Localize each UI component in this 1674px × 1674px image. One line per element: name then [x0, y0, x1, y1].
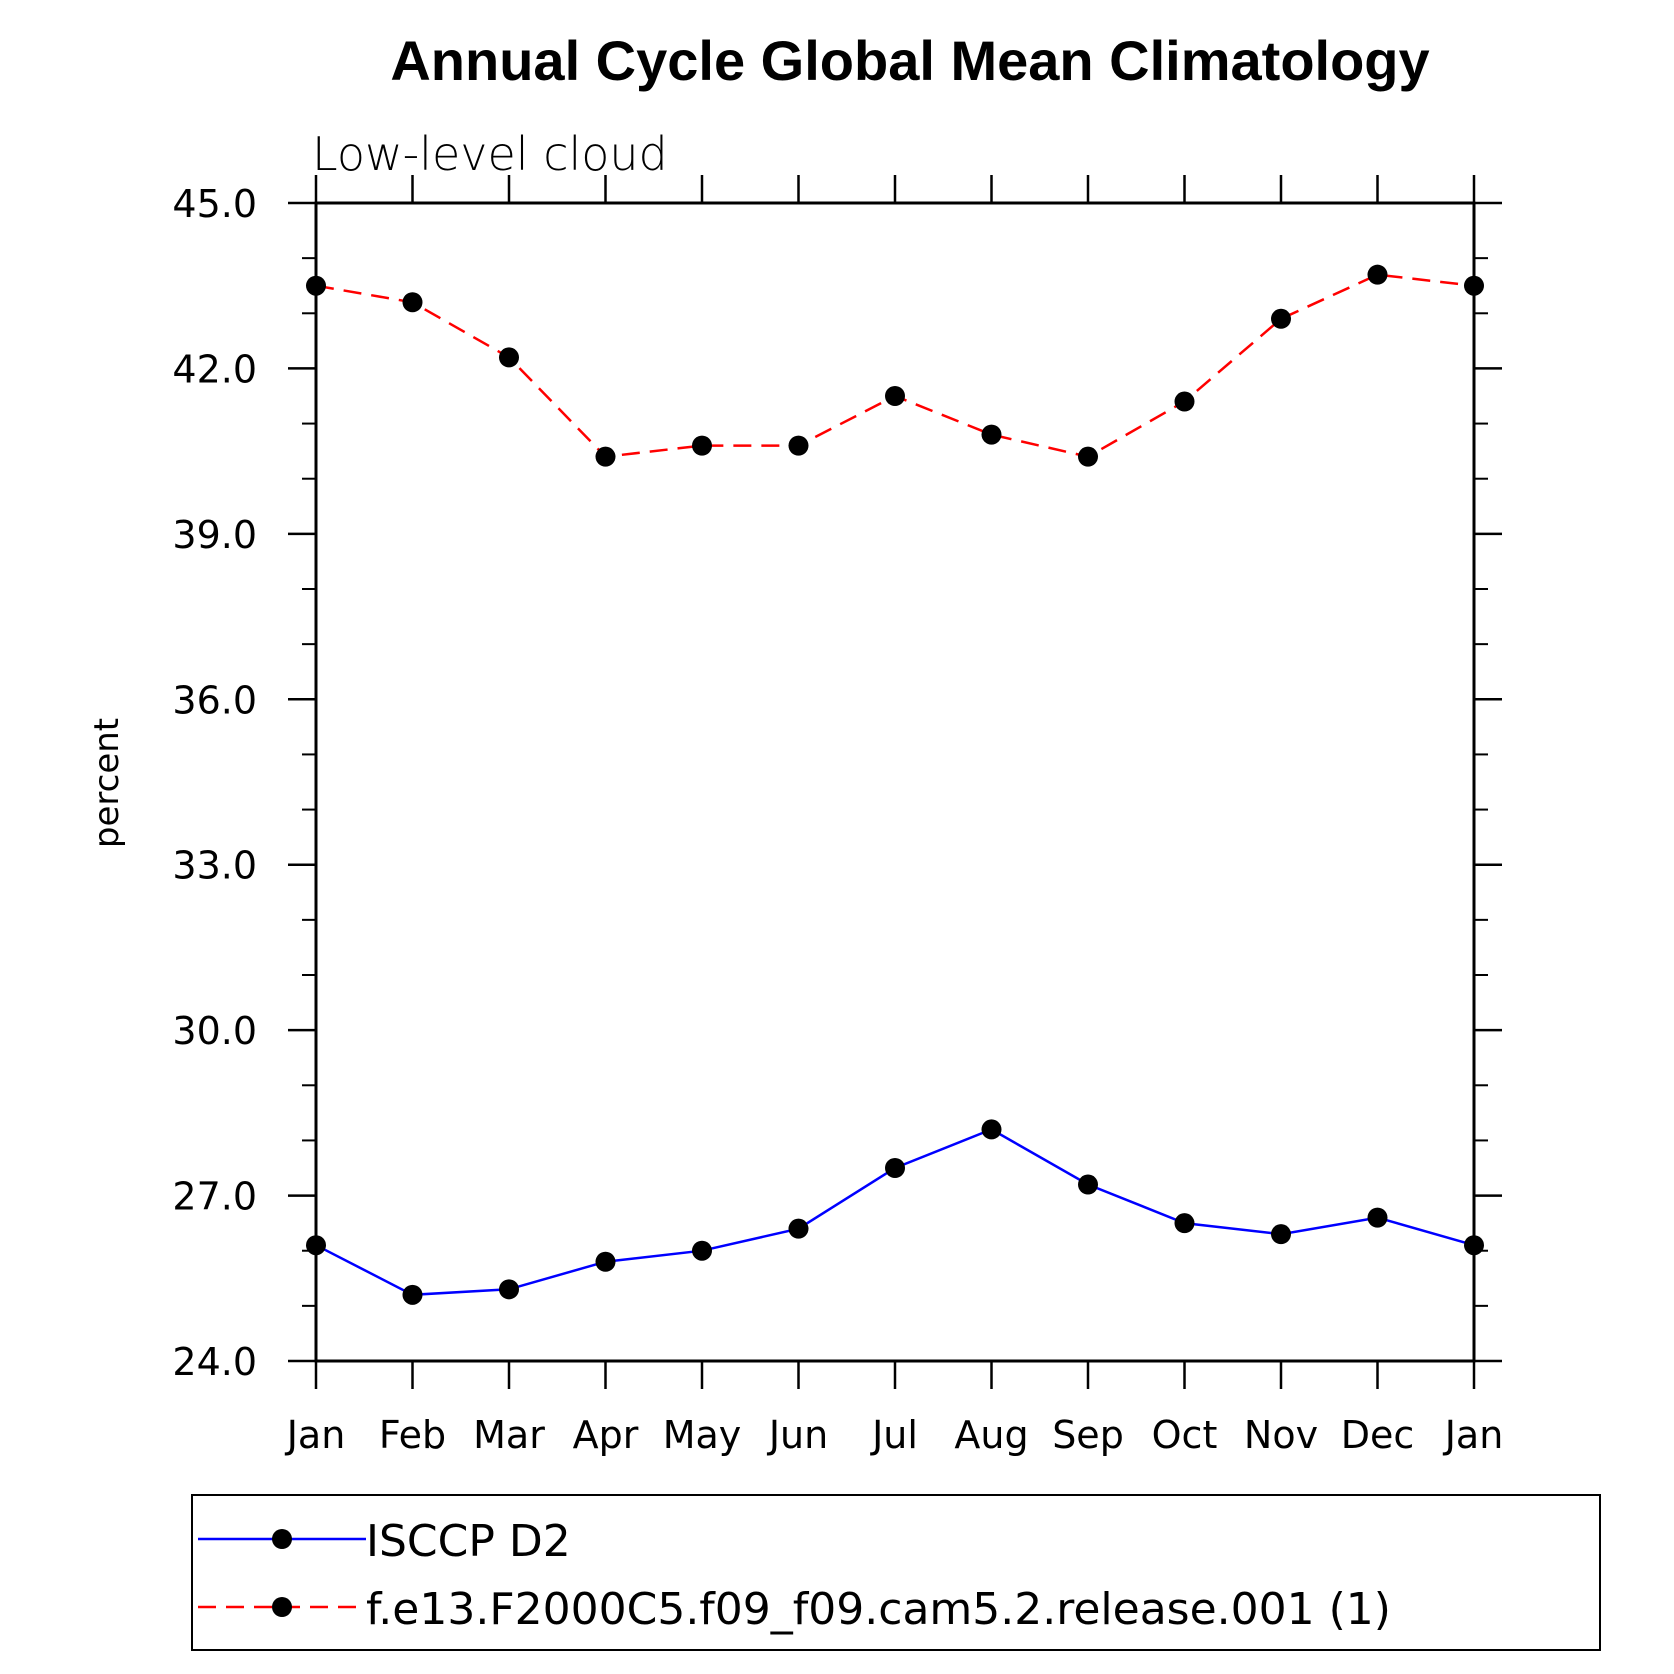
series-line-1	[315, 273, 1475, 459]
x-tick-label: Mar	[473, 1413, 545, 1457]
data-point-series-1	[1174, 391, 1195, 412]
y-axis-label: percent	[87, 718, 127, 848]
legend: ISCCP D2 f.e13.F2000C5.f09_f09.cam5.2.re…	[191, 1494, 1601, 1651]
data-point-series-1	[1367, 264, 1388, 285]
y-tick-label: 24.0	[172, 1340, 257, 1384]
data-point-series-1	[1078, 446, 1098, 467]
data-point-series-1	[692, 435, 712, 456]
legend-label-series-0: ISCCP D2	[366, 1516, 571, 1567]
x-tick-label: Jul	[870, 1413, 918, 1457]
x-tick-label: Nov	[1244, 1413, 1318, 1457]
legend-label-series-1: f.e13.F2000C5.f09_f09.cam5.2.release.001…	[366, 1584, 1391, 1635]
data-point-series-1	[306, 275, 326, 296]
y-tick-label: 39.0	[172, 513, 257, 557]
data-point-series-0	[692, 1240, 712, 1261]
data-point-series-1	[981, 424, 1002, 445]
y-tick-label: 27.0	[172, 1175, 257, 1219]
x-tick-label: Feb	[379, 1413, 446, 1457]
x-tick-label: Apr	[573, 1413, 639, 1457]
data-point-series-0	[1174, 1213, 1195, 1234]
data-point-series-1	[1271, 308, 1291, 329]
y-tick-label: 42.0	[172, 347, 257, 391]
x-tick-label: Jan	[285, 1413, 346, 1457]
data-point-series-0	[1078, 1174, 1098, 1195]
data-point-series-0	[788, 1218, 809, 1239]
data-point-series-0	[1271, 1224, 1291, 1245]
series-line-0	[315, 1128, 1475, 1297]
x-tick-label: Aug	[954, 1413, 1028, 1457]
data-point-series-0	[1464, 1235, 1484, 1256]
y-tick-label: 36.0	[172, 678, 257, 722]
data-point-series-0	[595, 1251, 616, 1272]
data-series	[306, 264, 1484, 1305]
data-point-series-1	[499, 347, 519, 368]
axis-ticks	[288, 175, 1502, 1389]
plot-frame	[314, 201, 1476, 1363]
chart-subtitle: Low-level cloud	[312, 127, 668, 181]
x-tick-label: Jun	[767, 1413, 828, 1457]
y-tick-label: 30.0	[172, 1009, 257, 1053]
data-point-series-1	[1464, 275, 1484, 296]
chart-title: Annual Cycle Global Mean Climatology	[390, 29, 1429, 92]
data-point-series-0	[1367, 1207, 1388, 1228]
data-point-series-0	[306, 1235, 326, 1256]
legend-marker-series-0	[272, 1529, 292, 1549]
x-tick-label: Oct	[1152, 1413, 1218, 1457]
data-point-series-0	[402, 1284, 423, 1305]
data-point-series-0	[981, 1119, 1002, 1140]
data-point-series-1	[595, 446, 616, 467]
x-tick-label: Jan	[1443, 1413, 1504, 1457]
data-point-series-1	[402, 292, 423, 313]
x-tick-label: May	[663, 1413, 742, 1457]
x-tick-labels: Jan Feb Mar Apr May Jun Jul Aug Sep Oct Nov Dec Jan	[285, 1413, 1504, 1457]
legend-box	[191, 1494, 1601, 1651]
x-tick-label: Dec	[1341, 1413, 1415, 1457]
x-tick-label: Sep	[1052, 1413, 1124, 1457]
data-point-series-0	[499, 1279, 519, 1300]
y-tick-labels: 24.0 27.0 30.0 33.0 36.0 39.0 42.0 45.0	[172, 182, 257, 1384]
data-point-series-1	[788, 435, 809, 456]
y-tick-label: 33.0	[172, 844, 257, 888]
data-point-series-0	[885, 1158, 905, 1178]
legend-marker-series-1	[272, 1597, 292, 1617]
data-point-series-1	[885, 386, 905, 406]
y-tick-label: 45.0	[172, 182, 257, 226]
